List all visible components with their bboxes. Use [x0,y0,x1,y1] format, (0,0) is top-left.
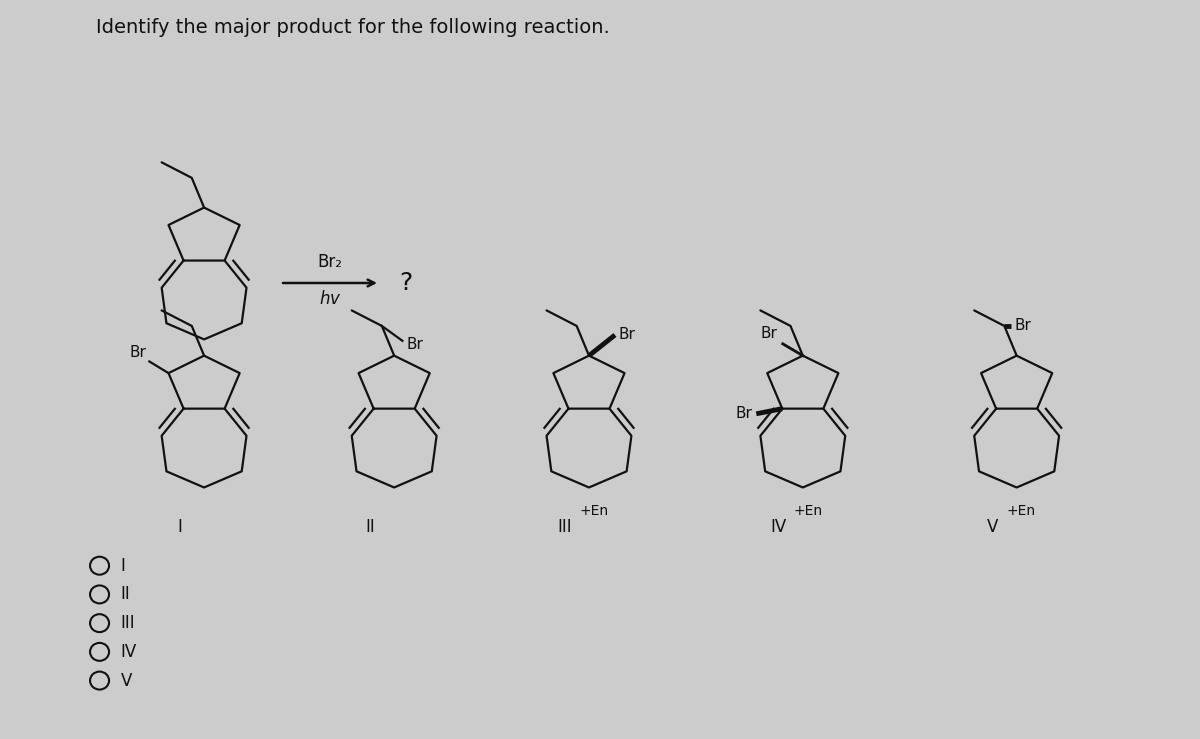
Text: Br: Br [1015,319,1032,333]
Text: II: II [365,519,376,537]
Text: V: V [120,672,132,689]
Text: Identify the major product for the following reaction.: Identify the major product for the follo… [96,18,610,38]
Text: Br: Br [619,327,636,342]
Text: ?: ? [398,271,412,295]
Text: $hv$: $hv$ [319,290,341,308]
Text: Br: Br [407,336,424,352]
Text: +En: +En [1007,504,1036,518]
Text: Br: Br [736,406,752,421]
Text: Br₂: Br₂ [318,253,342,271]
Text: V: V [988,519,998,537]
Text: III: III [558,519,572,537]
Text: I: I [120,556,125,575]
Text: Br: Br [761,326,778,341]
Text: +En: +En [793,504,822,518]
Text: +En: +En [580,504,608,518]
Text: IV: IV [120,643,137,661]
Text: IV: IV [770,519,787,537]
Text: Br: Br [130,344,146,360]
Text: II: II [120,585,131,604]
Text: III: III [120,614,136,632]
Text: I: I [178,519,182,537]
